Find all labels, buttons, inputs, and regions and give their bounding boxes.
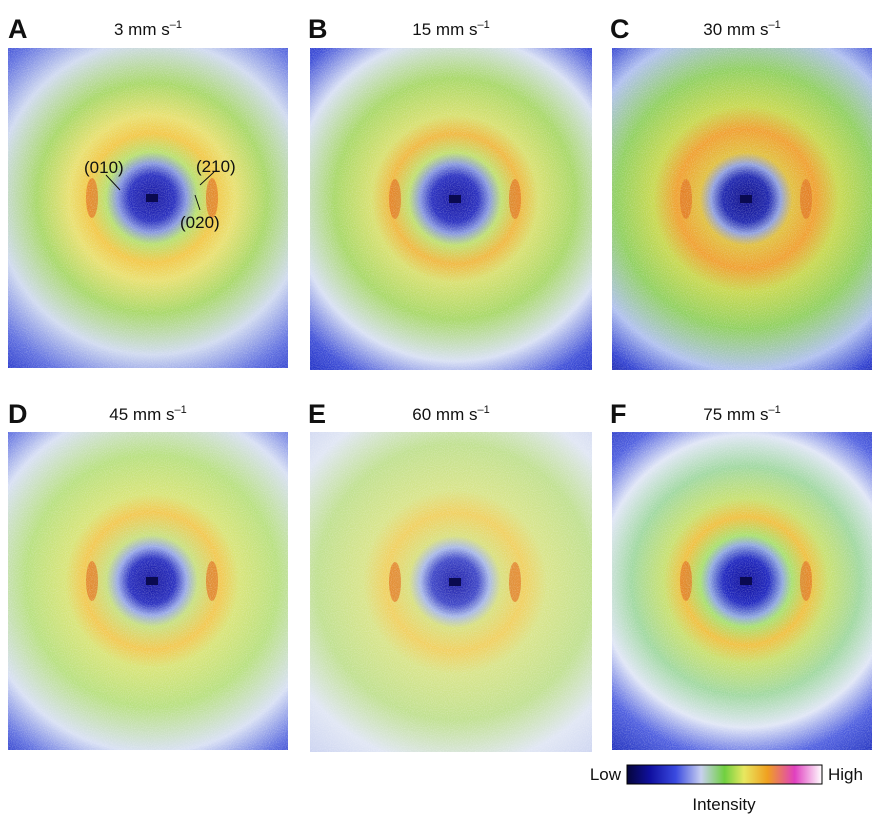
title-text: 3 mm s [114, 20, 170, 39]
grain [310, 432, 592, 752]
title-text: 15 mm s [412, 20, 477, 39]
beam-stop [740, 577, 752, 585]
panel-title: 30 mm s–1 [703, 19, 780, 39]
panel: D 45 mm s–1 [8, 399, 288, 750]
title-text: 60 mm s [412, 405, 477, 424]
grain [8, 48, 288, 368]
panel-letter: C [610, 14, 630, 44]
title-superscript: –1 [768, 404, 780, 416]
panel-letter: E [308, 399, 326, 429]
panel: E 60 mm s–1 [308, 399, 592, 752]
title-text: 75 mm s [703, 405, 768, 424]
panel-letter: B [308, 14, 328, 44]
colorbar-high: High [828, 765, 863, 784]
title-text: 45 mm s [109, 405, 174, 424]
beam-stop [146, 194, 158, 202]
title-text: 30 mm s [703, 20, 768, 39]
grain [8, 432, 288, 750]
panel-title: 60 mm s–1 [412, 404, 489, 424]
colorbar: Low High Intensity [590, 765, 863, 814]
panel-letter: A [8, 14, 28, 44]
beam-stop [449, 195, 461, 203]
grain [612, 48, 872, 370]
title-superscript: –1 [174, 404, 186, 416]
colorbar-label: Intensity [692, 795, 756, 814]
reflection-label: (010) [84, 158, 124, 177]
beam-stop [146, 577, 158, 585]
beam-stop [449, 578, 461, 586]
reflection-label: (210) [196, 157, 236, 176]
panel-title: 75 mm s–1 [703, 404, 780, 424]
panel: B 15 mm s–1 [308, 14, 592, 370]
grain [310, 48, 592, 370]
title-superscript: –1 [170, 19, 182, 31]
colorbar-low: Low [590, 765, 622, 784]
panel: A 3 mm s–1 [8, 14, 288, 368]
colorbar-scale [627, 765, 822, 784]
panel-letter: D [8, 399, 28, 429]
panel-title: 15 mm s–1 [412, 19, 489, 39]
title-superscript: –1 [768, 19, 780, 31]
beam-stop [740, 195, 752, 203]
title-superscript: –1 [477, 19, 489, 31]
reflection-label: (020) [180, 213, 220, 232]
panel: C 30 mm s–1 [610, 14, 872, 370]
panel-title: 3 mm s–1 [114, 19, 182, 39]
panel: F 75 mm s–1 [610, 399, 872, 750]
figure: A3 mm s–1B15 mm s–1C30 mm s–1D45 mm s–1E… [0, 0, 881, 816]
grain [612, 432, 872, 750]
panel-letter: F [610, 399, 627, 429]
title-superscript: –1 [477, 404, 489, 416]
panel-title: 45 mm s–1 [109, 404, 186, 424]
